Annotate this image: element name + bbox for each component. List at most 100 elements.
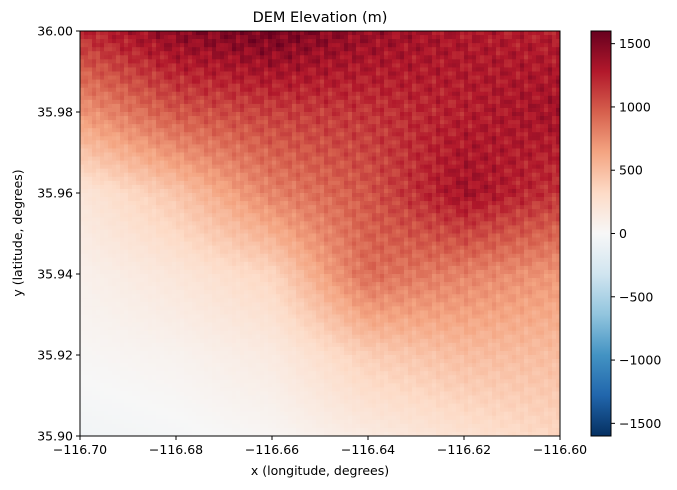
heatmap-cell	[520, 95, 525, 101]
heatmap-cell	[416, 128, 421, 133]
heatmap-cell	[480, 193, 485, 198]
heatmap-cell	[188, 83, 193, 89]
heatmap-cell	[352, 67, 357, 73]
heatmap-cell	[80, 47, 85, 52]
heatmap-cell	[388, 75, 393, 81]
heatmap-cell	[436, 120, 441, 125]
heatmap-cell	[100, 107, 105, 113]
heatmap-cell	[508, 156, 513, 162]
heatmap-cell	[192, 156, 197, 162]
heatmap-cell	[260, 120, 265, 125]
heatmap-cell	[156, 148, 161, 154]
heatmap-cell	[440, 59, 445, 64]
heatmap-cell	[280, 63, 285, 69]
heatmap-cell	[332, 39, 337, 44]
heatmap-cell	[348, 31, 353, 36]
heatmap-cell	[384, 43, 389, 48]
heatmap-cell	[296, 180, 301, 186]
heatmap-cell	[248, 35, 253, 40]
heatmap-cell	[348, 176, 353, 182]
heatmap-cell	[176, 103, 181, 109]
heatmap-cell	[180, 75, 185, 81]
heatmap-cell	[164, 39, 169, 44]
heatmap-cell	[340, 87, 345, 93]
heatmap-cell	[164, 103, 169, 109]
heatmap-cell	[484, 148, 489, 154]
heatmap-cell	[556, 67, 560, 73]
heatmap-cell	[404, 107, 409, 113]
heatmap-cell	[548, 67, 553, 73]
heatmap-cell	[136, 156, 141, 162]
heatmap-cell	[128, 91, 133, 97]
heatmap-cell	[348, 148, 353, 154]
heatmap-cell	[288, 128, 293, 133]
heatmap-cell	[192, 83, 197, 89]
heatmap-cell	[212, 176, 217, 182]
heatmap-cell	[364, 180, 369, 186]
heatmap-cell	[316, 103, 321, 109]
heatmap-cell	[516, 55, 521, 60]
heatmap-cell	[300, 184, 305, 190]
heatmap-cell	[264, 87, 269, 93]
heatmap-cell	[288, 35, 293, 40]
heatmap-cell	[228, 99, 233, 105]
heatmap-cell	[168, 51, 173, 56]
heatmap-cell	[96, 51, 101, 56]
heatmap-cell	[532, 83, 537, 89]
heatmap-cell	[136, 67, 141, 73]
heatmap-cell	[152, 39, 157, 44]
heatmap-cell	[328, 184, 333, 190]
heatmap-cell	[144, 128, 149, 133]
heatmap-cell	[272, 132, 277, 137]
heatmap-cell	[556, 116, 560, 121]
heatmap-cell	[460, 51, 465, 56]
heatmap-cell	[544, 176, 549, 182]
heatmap-cell	[484, 164, 489, 170]
heatmap-cell	[456, 75, 461, 81]
heatmap-cell	[368, 144, 373, 150]
heatmap-cell	[332, 172, 337, 178]
heatmap-cell	[492, 103, 497, 109]
heatmap-cell	[196, 180, 201, 186]
heatmap-cell	[140, 164, 145, 170]
heatmap-cell	[100, 164, 105, 170]
heatmap-cell	[236, 87, 241, 93]
heatmap-cell	[288, 31, 293, 36]
heatmap-cell	[492, 132, 497, 137]
heatmap-cell	[176, 172, 181, 178]
heatmap-cell	[84, 124, 89, 129]
heatmap-cell	[456, 87, 461, 93]
heatmap-cell	[180, 140, 185, 145]
heatmap-cell	[192, 103, 197, 109]
heatmap-cell	[364, 91, 369, 97]
heatmap-cell	[352, 91, 357, 97]
heatmap-cell	[256, 112, 261, 117]
heatmap-cell	[344, 116, 349, 121]
heatmap-cell	[396, 188, 401, 194]
heatmap-cell	[324, 59, 329, 64]
heatmap-cell	[352, 116, 357, 121]
heatmap-cell	[496, 59, 501, 64]
heatmap-cell	[544, 184, 549, 190]
heatmap-cell	[148, 168, 153, 174]
heatmap-cell	[248, 67, 253, 73]
heatmap-cell	[348, 116, 353, 121]
heatmap-cell	[440, 75, 445, 81]
heatmap-cell	[172, 132, 177, 137]
heatmap-cell	[436, 43, 441, 48]
heatmap-cell	[556, 55, 560, 60]
heatmap-cell	[348, 87, 353, 93]
heatmap-cell	[200, 59, 205, 64]
heatmap-cell	[316, 140, 321, 145]
heatmap-cell	[188, 140, 193, 145]
heatmap-cell	[480, 103, 485, 109]
heatmap-cell	[528, 43, 533, 48]
heatmap-cell	[404, 136, 409, 141]
heatmap-cell	[448, 112, 453, 117]
heatmap-cell	[444, 107, 449, 113]
heatmap-cell	[520, 59, 525, 64]
heatmap-cell	[472, 160, 477, 166]
heatmap-cell	[164, 132, 169, 137]
heatmap-cell	[368, 172, 373, 178]
heatmap-cell	[192, 63, 197, 69]
